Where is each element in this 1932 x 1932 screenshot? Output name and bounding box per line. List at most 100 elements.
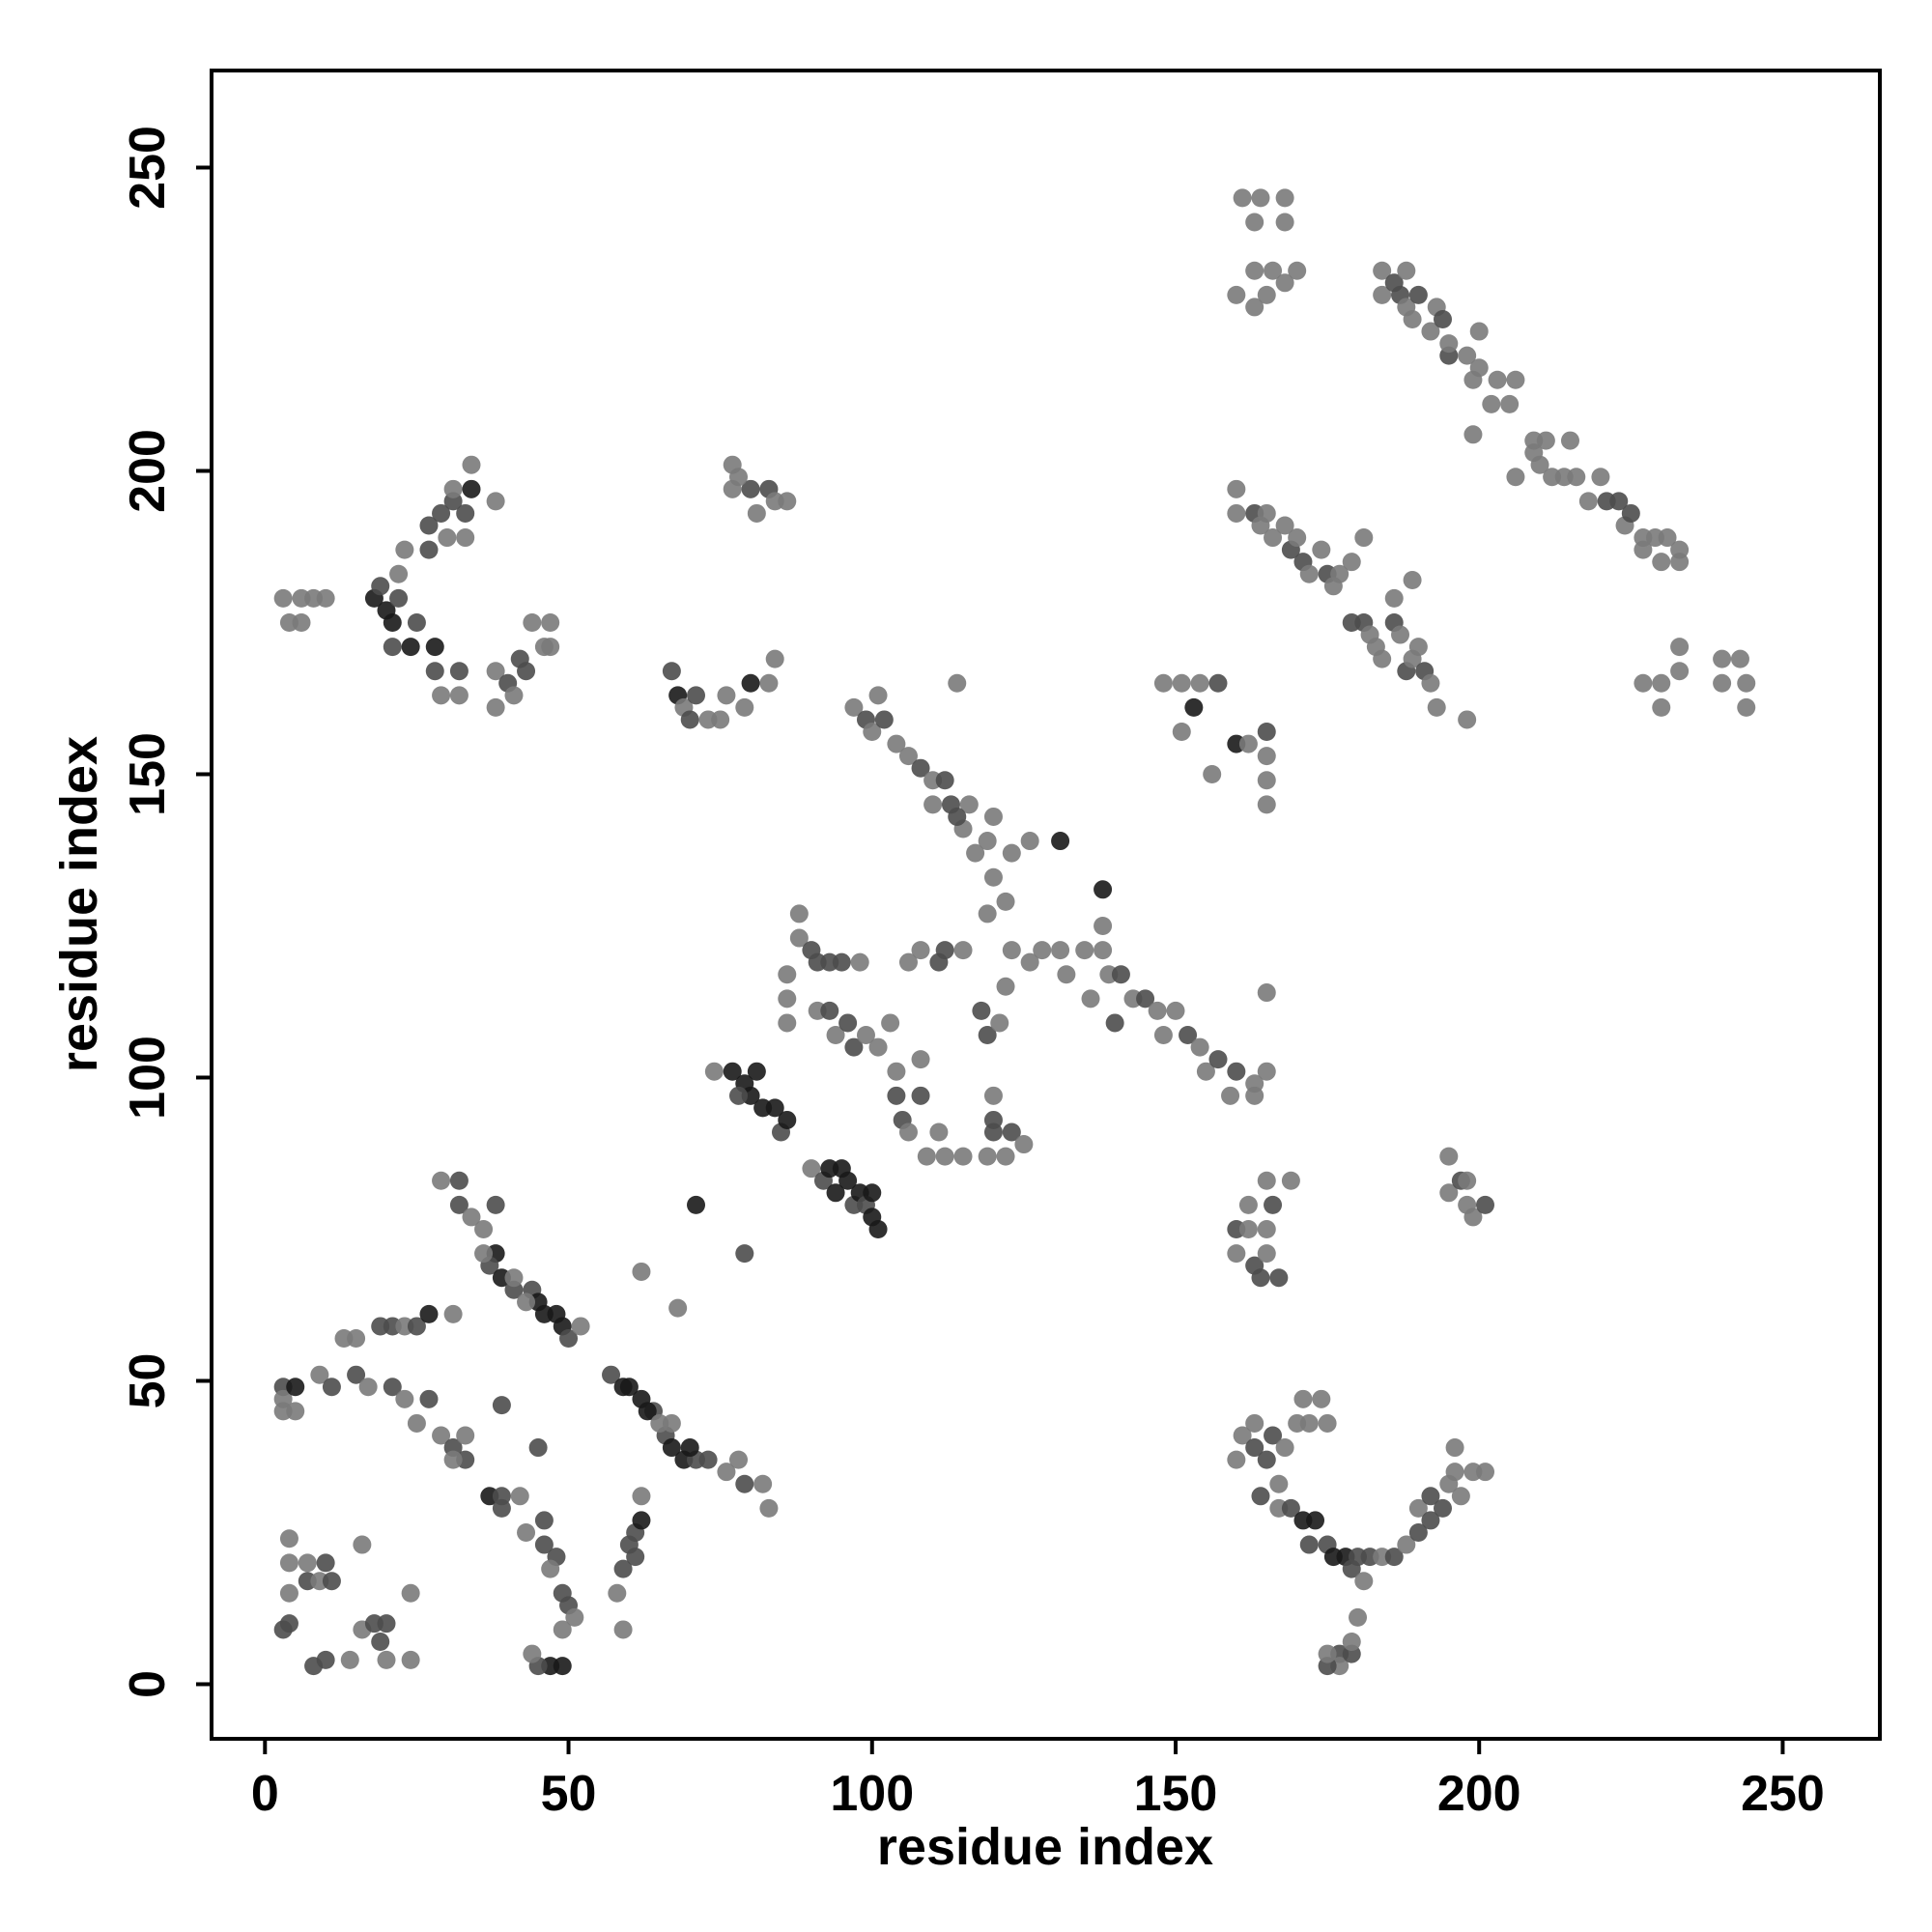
point (826, 1026, 845, 1045)
point (1670, 638, 1690, 657)
point (517, 1293, 536, 1312)
point (534, 1535, 554, 1554)
point (401, 1650, 420, 1669)
x-tick-label: 0 (251, 1766, 279, 1822)
point (1238, 734, 1258, 753)
point (1057, 965, 1076, 984)
point (432, 1426, 451, 1445)
point (504, 1268, 524, 1288)
point (1445, 1438, 1464, 1458)
point (1403, 309, 1422, 328)
x-tick-label: 100 (830, 1766, 914, 1822)
x-tick-label: 150 (1134, 1766, 1218, 1822)
point (1591, 468, 1610, 487)
point (1299, 564, 1319, 583)
point (1264, 261, 1283, 280)
point (1737, 697, 1756, 717)
point (541, 612, 560, 632)
point (983, 1086, 1003, 1105)
point (723, 1062, 742, 1081)
point (863, 723, 882, 742)
point (377, 1614, 396, 1634)
point (911, 941, 930, 960)
point (753, 1474, 773, 1493)
point (1408, 638, 1428, 657)
point (632, 1487, 651, 1506)
points (273, 188, 1756, 1676)
point (1227, 1244, 1246, 1264)
point (1312, 1389, 1331, 1408)
point (1196, 1062, 1215, 1081)
point (735, 697, 754, 717)
point (978, 1026, 997, 1045)
point (456, 503, 475, 523)
point (1458, 710, 1477, 729)
point (286, 1402, 305, 1421)
x-tick-label: 250 (1741, 1766, 1825, 1822)
point (517, 1522, 536, 1542)
point (1439, 334, 1459, 354)
point (1408, 1522, 1428, 1542)
point (820, 1001, 839, 1020)
point (983, 867, 1003, 887)
point (553, 1583, 572, 1603)
point (389, 564, 409, 583)
point (1153, 673, 1173, 693)
point (1227, 1450, 1246, 1469)
point (983, 1122, 1003, 1142)
point (1251, 1487, 1270, 1506)
point (1281, 1498, 1300, 1518)
point (948, 807, 967, 826)
point (407, 1413, 426, 1433)
point (279, 1583, 298, 1603)
point (474, 1244, 494, 1264)
point (1203, 764, 1222, 783)
point (1408, 1498, 1428, 1518)
point (1391, 625, 1410, 644)
point (638, 1402, 657, 1421)
point (1051, 941, 1070, 960)
point (978, 832, 997, 851)
point (1737, 673, 1756, 693)
point (935, 1147, 954, 1166)
point (1560, 431, 1579, 450)
point (492, 1396, 511, 1415)
point (1318, 1413, 1337, 1433)
point (310, 1365, 329, 1384)
point (687, 686, 706, 705)
point (322, 1572, 341, 1591)
point (1257, 503, 1276, 523)
point (765, 649, 784, 668)
point (923, 795, 943, 814)
point (462, 1208, 481, 1227)
point (717, 1463, 736, 1482)
point (456, 528, 475, 548)
point (935, 771, 954, 790)
point (407, 1317, 426, 1336)
point (1172, 673, 1191, 693)
point (668, 1298, 688, 1318)
point (1408, 285, 1428, 304)
point (449, 1195, 469, 1214)
point (1051, 832, 1070, 851)
point (1275, 188, 1294, 208)
point (1354, 528, 1374, 548)
point (389, 588, 409, 608)
y-tick-label: 150 (120, 732, 176, 816)
point (383, 612, 402, 632)
point (316, 1553, 335, 1573)
point (972, 1001, 991, 1020)
point (1421, 322, 1440, 341)
point (449, 686, 469, 705)
point (929, 1122, 949, 1142)
point (438, 528, 457, 548)
point (401, 1583, 420, 1603)
point (1172, 723, 1191, 742)
point (1713, 673, 1732, 693)
point (523, 612, 542, 632)
point (528, 1438, 548, 1458)
point (353, 1535, 372, 1554)
point (1081, 989, 1100, 1009)
point (613, 1620, 633, 1639)
point (1264, 1426, 1283, 1445)
